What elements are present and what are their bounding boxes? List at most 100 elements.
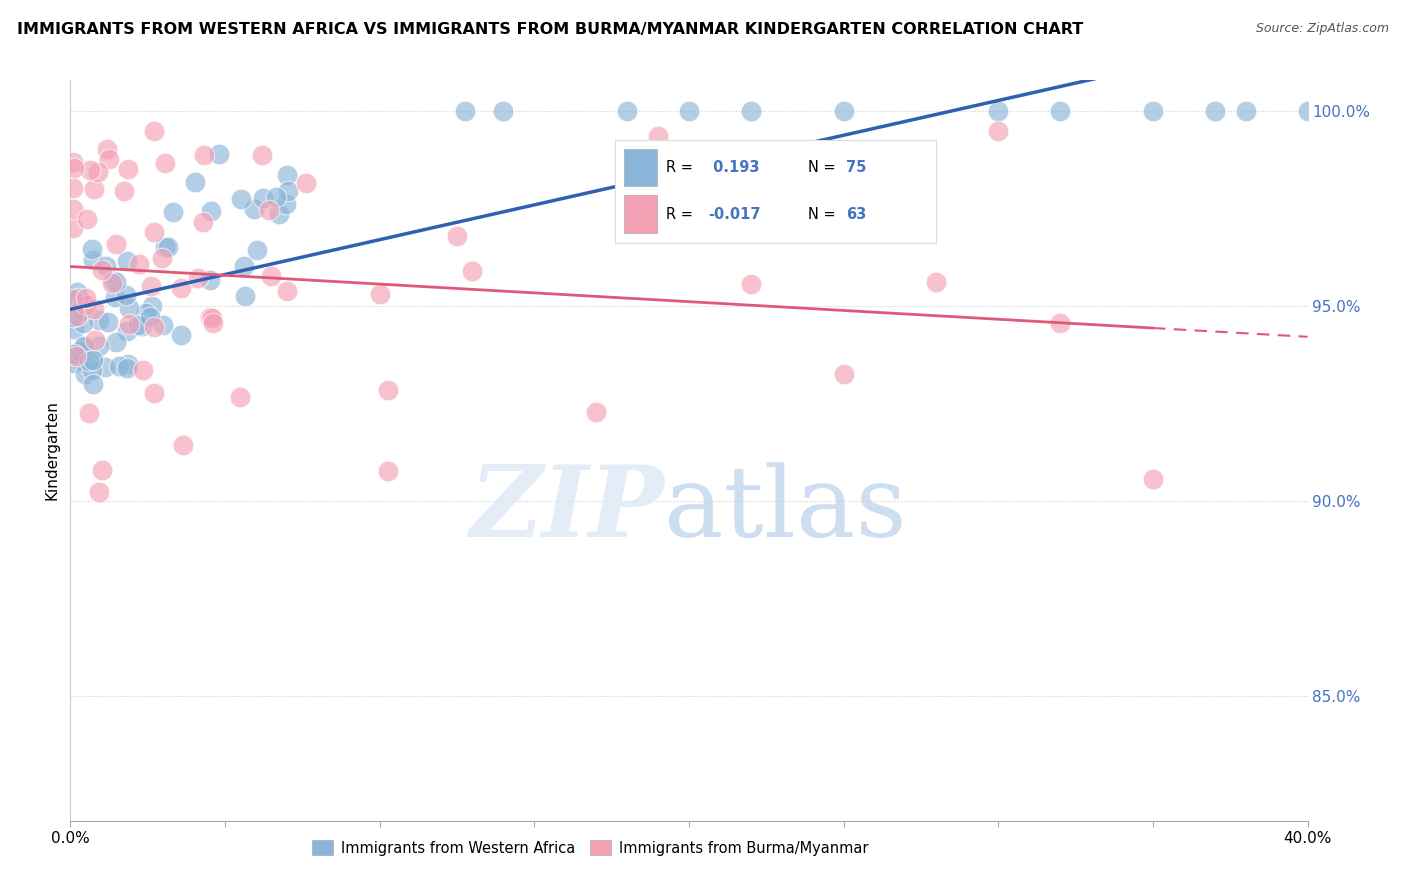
Point (117, 357, 139, 371)
Point (461, 264, 484, 278)
Point (295, 176, 318, 190)
Point (62, 310, 84, 324)
Point (62, 202, 84, 217)
Point (82, 377, 104, 392)
Point (75, 368, 97, 382)
Point (183, 175, 205, 189)
Point (193, 148, 215, 162)
Point (1204, 104, 1226, 119)
Point (112, 184, 135, 198)
Text: atlas: atlas (664, 462, 907, 558)
Point (252, 191, 274, 205)
Point (104, 237, 127, 252)
Point (264, 190, 287, 204)
Point (80, 242, 103, 256)
Point (131, 363, 153, 377)
Text: ZIP: ZIP (470, 461, 664, 558)
Point (832, 104, 855, 119)
Point (97, 153, 120, 167)
Text: IMMIGRANTS FROM WESTERN AFRICA VS IMMIGRANTS FROM BURMA/MYANMAR KINDERGARTEN COR: IMMIGRANTS FROM WESTERN AFRICA VS IMMIGR… (17, 22, 1083, 37)
Point (96, 143, 118, 157)
Point (77, 354, 100, 368)
Point (131, 318, 153, 333)
Point (200, 204, 222, 219)
Point (62, 293, 84, 307)
Point (87, 165, 110, 179)
Point (141, 278, 163, 293)
Point (142, 124, 165, 138)
Point (80, 363, 103, 377)
Point (250, 148, 273, 162)
Point (139, 310, 162, 325)
Point (94, 359, 117, 374)
Point (65, 349, 87, 363)
Point (105, 334, 128, 349)
Point (740, 277, 762, 292)
Point (66, 285, 89, 300)
Point (1142, 472, 1164, 486)
Point (115, 324, 138, 338)
Point (585, 405, 607, 419)
Point (231, 192, 253, 206)
Point (1234, 104, 1257, 119)
Point (118, 318, 141, 332)
Point (104, 290, 127, 304)
Point (1049, 316, 1071, 330)
Point (647, 129, 669, 144)
Point (257, 203, 280, 218)
Point (79, 163, 101, 178)
Point (200, 310, 222, 324)
Point (228, 390, 250, 404)
Point (276, 197, 298, 211)
Point (141, 300, 163, 314)
Point (101, 274, 124, 288)
Point (101, 276, 124, 290)
Point (150, 251, 173, 265)
Point (232, 260, 254, 274)
Point (155, 240, 177, 254)
Point (89, 313, 111, 327)
Point (114, 288, 136, 302)
Point (76, 212, 98, 227)
Point (1049, 104, 1071, 119)
Point (69, 303, 91, 318)
Point (73, 338, 96, 352)
Point (172, 438, 194, 452)
Point (925, 276, 948, 290)
Legend: Immigrants from Western Africa, Immigrants from Burma/Myanmar: Immigrants from Western Africa, Immigran… (305, 834, 875, 862)
Point (127, 318, 149, 332)
Point (87, 485, 110, 500)
Point (276, 168, 298, 182)
Point (267, 207, 290, 221)
Point (152, 318, 174, 333)
Text: Source: ZipAtlas.com: Source: ZipAtlas.com (1256, 22, 1389, 36)
Point (69, 352, 91, 367)
Point (77, 406, 100, 420)
Point (616, 104, 638, 119)
Point (135, 306, 157, 320)
Point (156, 240, 179, 254)
Point (104, 275, 127, 289)
Point (63, 322, 86, 336)
Point (97, 315, 120, 329)
Point (243, 202, 266, 217)
Point (233, 289, 256, 303)
Point (66, 309, 89, 323)
Point (62, 221, 84, 235)
Point (191, 215, 214, 229)
Point (72, 295, 94, 310)
Point (187, 271, 209, 285)
Point (63, 161, 86, 175)
Point (118, 301, 141, 315)
Point (87, 339, 110, 353)
Point (90, 262, 112, 277)
Point (1296, 104, 1319, 119)
Point (832, 367, 855, 381)
Point (62, 310, 84, 324)
Point (198, 273, 221, 287)
Point (678, 104, 700, 119)
Point (83, 301, 105, 316)
Point (72, 340, 94, 354)
Point (454, 104, 477, 119)
Point (62, 155, 84, 169)
